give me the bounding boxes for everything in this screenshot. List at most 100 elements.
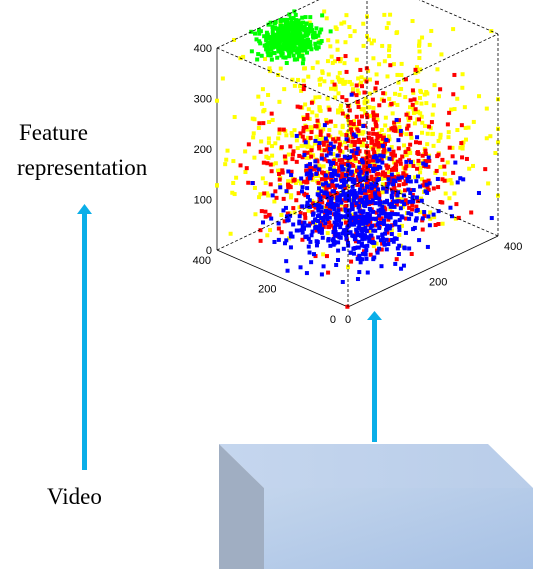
- scatter-point: [399, 86, 404, 91]
- scatter-point: [361, 21, 366, 26]
- scatter-point: [371, 228, 376, 233]
- scatter-point: [396, 190, 401, 195]
- scatter-point: [272, 26, 277, 31]
- scatter-point: [326, 143, 331, 148]
- scatter-point: [317, 225, 322, 230]
- scatter-point: [291, 206, 296, 211]
- scatter-point: [317, 141, 322, 146]
- scatter-point: [280, 170, 285, 175]
- scatter-point: [425, 184, 430, 189]
- scatter-point: [296, 178, 301, 183]
- scatter-point: [381, 151, 386, 156]
- scatter-point: [299, 176, 304, 181]
- scatter-point: [289, 173, 294, 178]
- scatter-point: [360, 210, 365, 215]
- scatter-point: [410, 192, 415, 197]
- z-tick-label: 400: [194, 43, 212, 55]
- scatter-point: [289, 19, 294, 24]
- scatter-point: [215, 183, 219, 188]
- scatter-point: [257, 195, 262, 200]
- scatter-point: [384, 137, 389, 142]
- scatter-point: [387, 44, 392, 49]
- scatter-point: [344, 179, 349, 184]
- scatter-point: [357, 270, 362, 275]
- scatter-point: [277, 183, 282, 188]
- scatter-point: [336, 208, 341, 213]
- scatter-point: [400, 199, 405, 204]
- scatter-point: [303, 215, 308, 220]
- scatter-point: [344, 236, 349, 241]
- scatter-point: [291, 222, 296, 227]
- scatter-point: [447, 196, 452, 201]
- scatter-point: [389, 151, 394, 156]
- z-tick-label: 100: [194, 195, 212, 207]
- scatter-point: [338, 214, 343, 219]
- scatter-point: [403, 77, 408, 82]
- scatter-point: [354, 93, 359, 98]
- scatter-point: [256, 52, 261, 57]
- scatter-point: [389, 232, 394, 237]
- scatter-point: [408, 131, 413, 136]
- scatter-point: [273, 141, 278, 146]
- scatter-point: [354, 150, 359, 155]
- scatter-point: [303, 66, 308, 71]
- scatter-point: [349, 202, 354, 207]
- scatter-point: [250, 116, 255, 121]
- scatter-point: [363, 201, 368, 206]
- scatter-point: [361, 221, 366, 226]
- scatter-point: [346, 155, 351, 160]
- scatter-point: [302, 212, 307, 217]
- scatter-point: [369, 182, 374, 187]
- scatter-point: [360, 216, 365, 221]
- scatter-point: [362, 164, 367, 169]
- scatter-point: [304, 164, 309, 169]
- scatter-point: [376, 191, 381, 196]
- scatter-point: [365, 163, 370, 168]
- scatter-point: [296, 23, 301, 28]
- scatter-point: [313, 217, 318, 222]
- scatter-point: [366, 153, 371, 158]
- scatter-point: [320, 136, 325, 141]
- scatter-point: [336, 91, 341, 96]
- scatter-point: [355, 233, 360, 238]
- scatter-point: [412, 97, 417, 102]
- scatter-point: [328, 199, 333, 204]
- scatter-point: [346, 167, 351, 172]
- scatter-point: [489, 216, 494, 221]
- scatter-point: [357, 140, 362, 145]
- scatter-point: [309, 260, 314, 265]
- scatter-point: [402, 188, 407, 193]
- scatter-point: [328, 44, 333, 49]
- scatter-point: [396, 138, 401, 143]
- scatter-point: [340, 125, 345, 130]
- scatter-point: [332, 172, 337, 177]
- scatter-point: [411, 106, 416, 111]
- scatter-point: [292, 43, 297, 48]
- scatter-point: [385, 212, 390, 217]
- scatter-point: [231, 159, 236, 164]
- scatter-point: [266, 140, 271, 145]
- scatter-point: [316, 208, 321, 213]
- scatter-point: [293, 12, 298, 17]
- scatter-point: [373, 187, 378, 192]
- scatter-point: [350, 212, 355, 217]
- scatter-point: [339, 164, 344, 169]
- scatter-point: [326, 38, 331, 43]
- scatter-point: [404, 112, 409, 117]
- x-tick-label: 0: [345, 314, 351, 326]
- scatter-point: [382, 59, 387, 64]
- scatter-point: [392, 236, 397, 241]
- scatter-point: [420, 35, 425, 40]
- scatter-point: [376, 171, 381, 176]
- scatter-point: [384, 247, 389, 252]
- scatter-point: [374, 80, 379, 85]
- scatter-point: [391, 128, 396, 133]
- scatter-point: [343, 40, 348, 45]
- scatter-point: [483, 167, 488, 172]
- scatter-point: [464, 137, 469, 142]
- scatter-point: [364, 194, 369, 199]
- scatter-point: [372, 191, 377, 196]
- scatter-point: [377, 103, 382, 108]
- scatter-point: [417, 49, 422, 54]
- scatter-point: [331, 137, 336, 142]
